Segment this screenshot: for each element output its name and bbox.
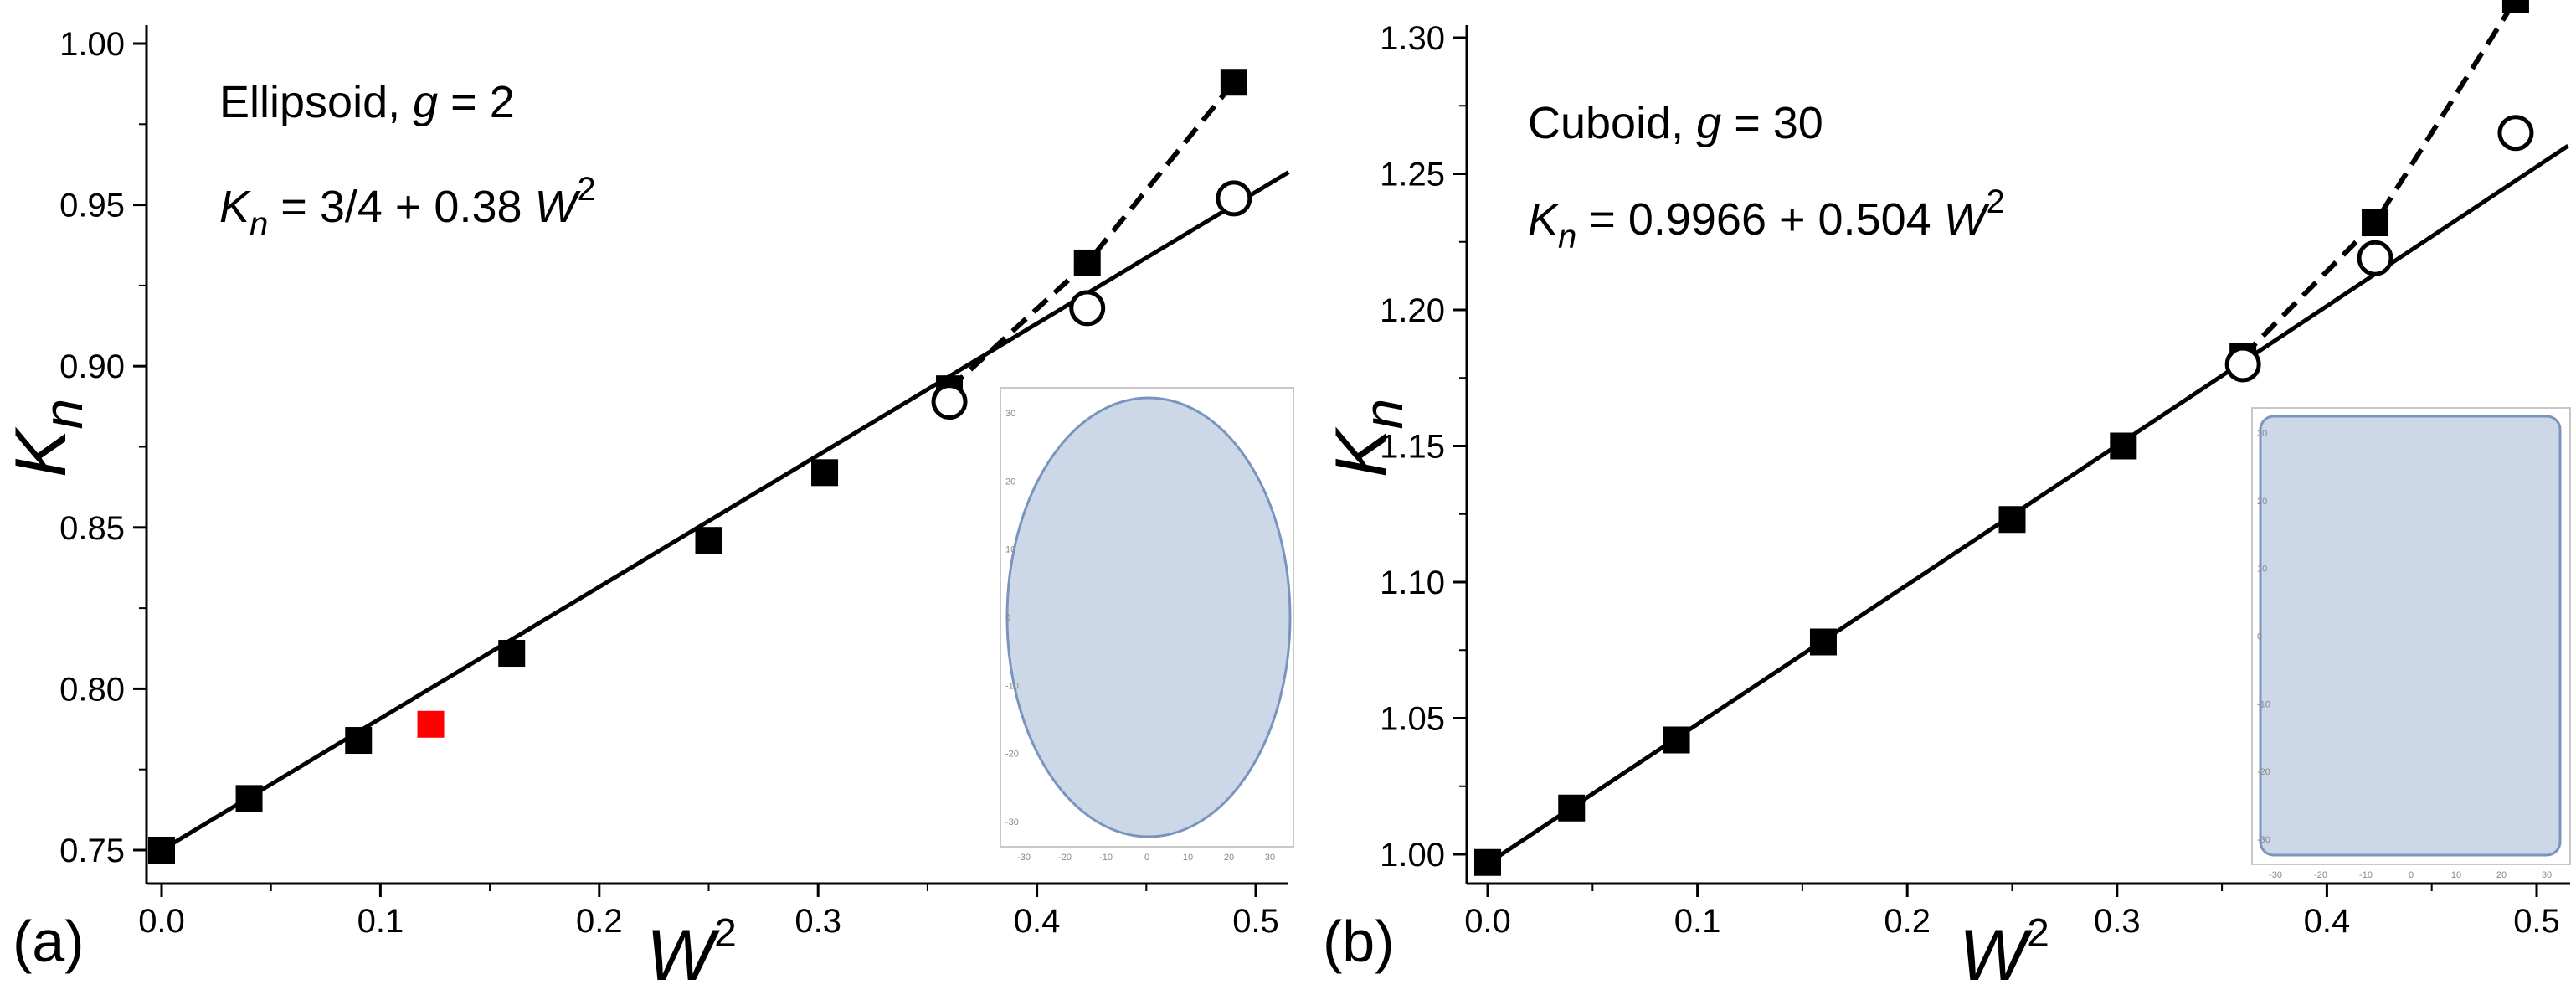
panel-b-title: Cuboid, g = 30 — [1528, 98, 1823, 148]
panel-a-y-axis-title: Kn — [1, 399, 94, 477]
panel-b-open-circle-point — [2224, 346, 2261, 383]
panel-b-square-point — [2362, 209, 2389, 236]
panel-b-x-tick-label: 0.0 — [1464, 903, 1511, 940]
panel-a-y-tick-label: 0.95 — [59, 188, 125, 224]
panel-a-square-point — [1073, 249, 1101, 276]
panel-b-x-axis-title: W2 — [1959, 911, 2049, 995]
panel-a-inset-x-tick-label: -20 — [1058, 853, 1072, 863]
panel-a-inset-y-tick-label: 30 — [1005, 409, 1015, 419]
panel-b-inset-cuboid — [2259, 415, 2562, 857]
panel-a-square-point — [345, 727, 373, 755]
panel-a-x-tick-label: 0.2 — [576, 903, 623, 940]
panel-a-dashed-curve — [948, 80, 1237, 391]
panel-b-open-circle-point — [2357, 240, 2393, 276]
panel-b-y-tick-label: 1.20 — [1380, 292, 1445, 329]
panel-b-y-tick-label: 1.25 — [1380, 157, 1445, 193]
panel-b-open-circle-point — [2497, 115, 2534, 152]
panel-a-inset-y-tick-label: 10 — [1005, 545, 1015, 555]
panel-b-inset-y-tick-label: 10 — [2257, 565, 2267, 575]
panel-b-y-axis-title: Kn — [1321, 399, 1414, 477]
panel-b-square-point — [1663, 726, 1690, 754]
panel-a-square-point — [695, 527, 722, 554]
panel-a-inset-ticks: -30 -20 -10 0 10 20 30 30 20 10 0 -10 -20 -30 — [1005, 409, 1275, 863]
panel-b-inset-y-tick-label: -10 — [2257, 699, 2270, 709]
panel-b-inset-y-tick-label: 30 — [2257, 429, 2267, 439]
panel-b-y-tick-label: 1.00 — [1380, 837, 1445, 874]
panel-b-inset-y-tick-label: -30 — [2257, 835, 2270, 845]
panel-b-x-tick-label: 0.5 — [2513, 903, 2560, 940]
panel-a-open-circle-point — [931, 384, 968, 420]
panel-a-inset-y-tick-label: -10 — [1005, 681, 1019, 691]
panel-a-x-tick-label: 0.3 — [794, 903, 841, 940]
panel-b-equation: Kn = 0.9966 + 0.504 W2 — [1528, 183, 2005, 255]
panel-b-y-tick-label: 1.15 — [1380, 429, 1445, 466]
panel-b-y-tick-label: 1.05 — [1380, 701, 1445, 738]
panel-a-red-square-point — [417, 710, 445, 738]
panel-b-inset-x-tick-label: -10 — [2359, 870, 2373, 880]
panel-a-inset-y-tick-label: 20 — [1005, 477, 1015, 487]
panel-a-inset-y-tick-label: -30 — [1005, 817, 1019, 827]
panel-b-square-point — [2110, 432, 2137, 460]
panel-b-square-point — [1558, 794, 1586, 822]
panel-a-inset-y-tick-label: 0 — [1005, 613, 1010, 623]
panel-a-inset-x-tick-label: 20 — [1224, 853, 1234, 863]
panel-b-inset-x-tick-label: -30 — [2269, 870, 2282, 880]
panel-a-square-point — [1220, 69, 1247, 96]
panel-b-label: (b) — [1323, 909, 1395, 974]
panel-b-inset-x-tick-label: -20 — [2314, 870, 2327, 880]
panel-a-title: Ellipsoid, g = 2 — [219, 77, 515, 127]
panel-b-x-tick-label: 0.1 — [1674, 903, 1721, 940]
panel-a-inset-x-tick-label: -30 — [1017, 853, 1031, 863]
panel-b-square-point — [1474, 848, 1501, 876]
panel-a-inset-ellipse — [1005, 396, 1292, 838]
panel-b-inset-x-tick-label: 0 — [2409, 870, 2414, 880]
panel-a: 0.0 0.1 0.2 0.3 0.4 0.5 0.75 0.80 0.85 0.90 0.95 1.… — [1, 25, 1294, 995]
panel-b-inset: -30 -20 -10 0 10 20 30 30 20 10 0 -10 -20 -30 — [2251, 407, 2571, 880]
panel-a-inset-x-tick-label: 10 — [1183, 853, 1193, 863]
panel-a-y-tick-label: 1.00 — [59, 26, 125, 63]
panel-b-x-tick-label: 0.2 — [1884, 903, 1931, 940]
panel-a-inset: -30 -20 -10 0 10 20 30 30 20 10 0 -10 -20 -30 — [1000, 387, 1294, 863]
panel-a-x-tick-label: 0.1 — [357, 903, 404, 940]
panel-b-inset-y-tick-label: -20 — [2257, 767, 2270, 777]
panel-a-label: (a) — [13, 909, 85, 974]
panel-b-inset-y-tick-label: 0 — [2257, 632, 2262, 642]
panel-a-y-tick-label: 0.75 — [59, 833, 125, 869]
panel-b-square-point — [2501, 0, 2529, 13]
panel-a-square-point — [235, 785, 263, 812]
panel-b-inset-x-tick-label: 30 — [2542, 870, 2552, 880]
panel-a-x-axis-title: W2 — [646, 911, 737, 995]
panel-a-inset-y-tick-label: -20 — [1005, 750, 1019, 760]
panel-a-inset-x-tick-label: -10 — [1099, 853, 1113, 863]
panel-a-x-tick-label: 0.4 — [1014, 903, 1061, 940]
panel-a-x-tick-label: 0.0 — [138, 903, 185, 940]
panel-a-y-tick-label: 0.90 — [59, 348, 125, 385]
panel-a-square-point — [498, 640, 526, 668]
panel-a-inset-x-tick-label: 0 — [1144, 853, 1149, 863]
panel-a-equation: Kn = 3/4 + 0.38 W2 — [219, 171, 596, 243]
panel-a-open-circle-point — [1069, 290, 1106, 327]
panel-b-y-tick-label: 1.10 — [1380, 565, 1445, 601]
panel-b-inset-x-tick-label: 20 — [2496, 870, 2507, 880]
panel-a-y-tick-label: 0.80 — [59, 671, 125, 708]
panel-a-y-tick-label: 0.85 — [59, 510, 125, 547]
panel-a-open-circle-point — [1216, 180, 1252, 217]
panel-b-square-point — [1998, 506, 2026, 534]
panel-a-x-tick-label: 0.5 — [1232, 903, 1279, 940]
panel-b-x-tick-label: 0.3 — [2094, 903, 2141, 940]
panel-b-square-point — [1809, 628, 1837, 656]
panel-b: 0.0 0.1 0.2 0.3 0.4 0.5 1.00 1.05 1.10 1.15 1.20 1.… — [1321, 0, 2571, 995]
panel-b-inset-y-tick-label: 20 — [2257, 497, 2267, 507]
panel-b-x-tick-label: 0.4 — [2304, 903, 2351, 940]
panel-a-square-point — [148, 837, 175, 864]
panel-b-dashed-curve — [2241, 0, 2518, 358]
panel-a-inset-x-tick-label: 30 — [1265, 853, 1275, 863]
panel-b-inset-ticks: -30 -20 -10 0 10 20 30 30 20 10 0 -10 -20 -30 — [2257, 429, 2552, 880]
panel-a-square-point — [811, 459, 839, 487]
panel-b-y-tick-label: 1.30 — [1380, 20, 1445, 57]
panel-b-inset-x-tick-label: 10 — [2451, 870, 2461, 880]
